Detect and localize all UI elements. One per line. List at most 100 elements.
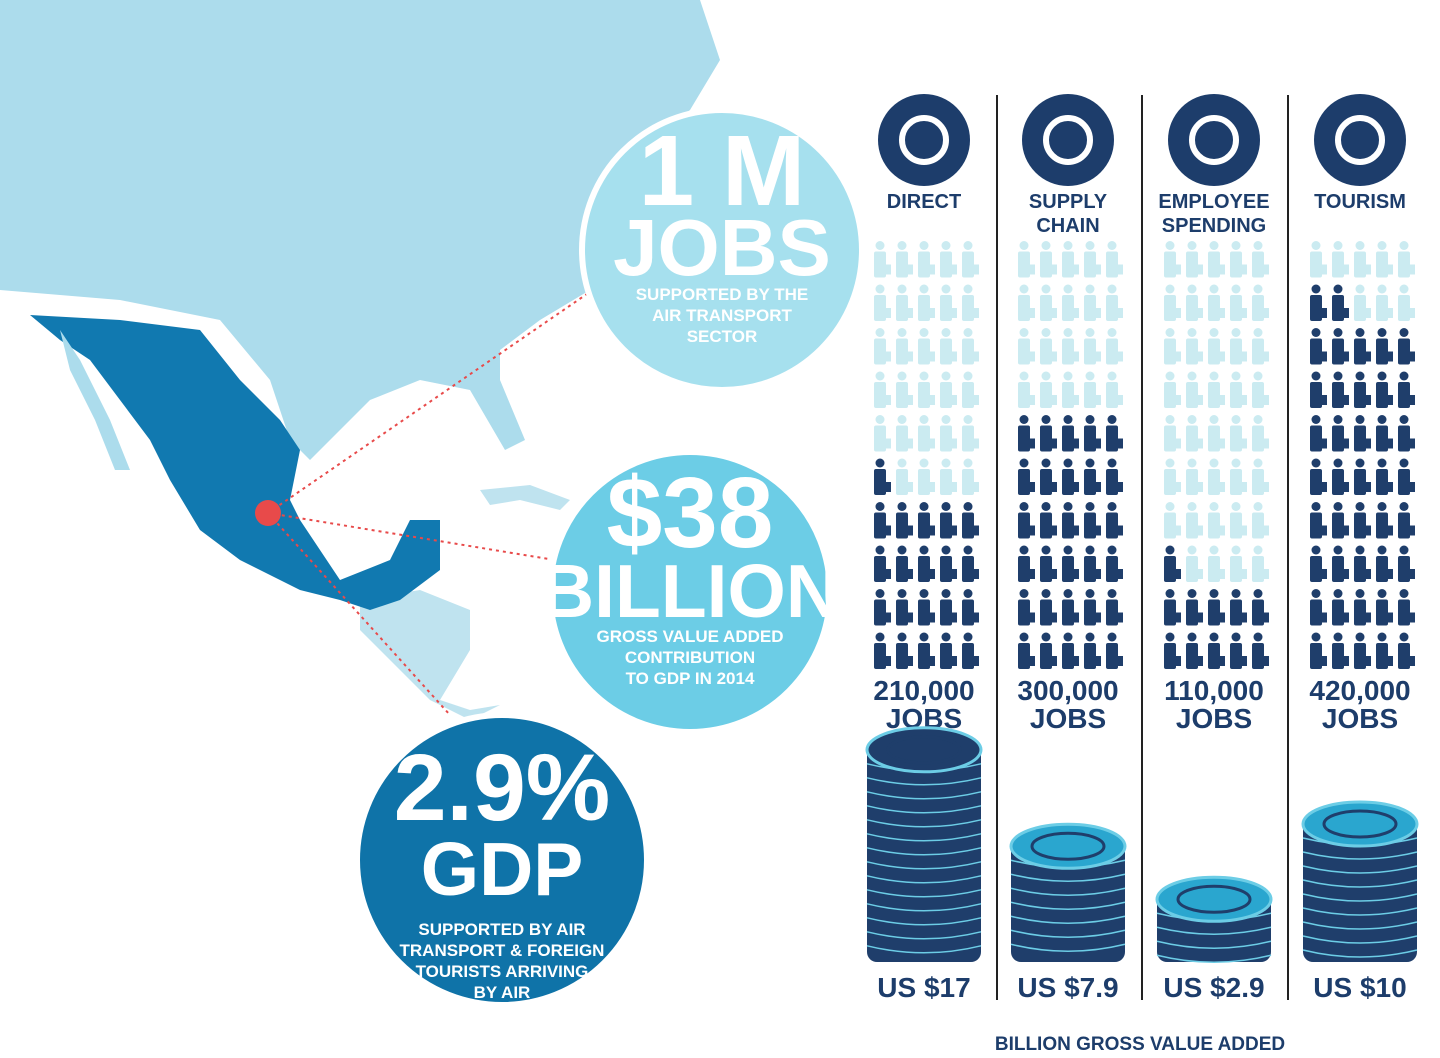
person-icon xyxy=(1186,589,1203,626)
person-icon xyxy=(1398,328,1415,365)
person-head xyxy=(1107,502,1117,511)
person-icon xyxy=(918,589,935,626)
person-bag xyxy=(1241,395,1247,405)
person-body xyxy=(1084,599,1096,626)
person-bag xyxy=(1343,525,1349,536)
person-body xyxy=(1084,556,1096,582)
person-body xyxy=(1398,382,1410,408)
coin-edge xyxy=(1302,921,1418,930)
coin-edge xyxy=(1302,907,1418,916)
person-body xyxy=(896,643,908,669)
person-head xyxy=(1377,328,1387,337)
person-body xyxy=(1186,556,1198,582)
person-icon xyxy=(962,371,979,408)
person-icon xyxy=(1354,371,1371,408)
person-head xyxy=(875,458,885,468)
person-bag xyxy=(1175,569,1181,579)
person-icon xyxy=(1230,371,1247,408)
person-bag xyxy=(973,351,979,362)
person-bag xyxy=(1321,612,1327,623)
person-icon xyxy=(1084,589,1101,626)
person-bag xyxy=(1029,438,1035,449)
person-bag xyxy=(1197,351,1203,362)
person-icon xyxy=(1018,632,1035,669)
person-bag xyxy=(1051,438,1057,449)
person-body xyxy=(918,556,930,582)
person-body xyxy=(874,338,886,365)
person-body xyxy=(1164,425,1176,452)
person-body xyxy=(1398,295,1410,321)
person-bag xyxy=(951,569,957,579)
category-icon xyxy=(878,94,970,186)
person-head xyxy=(1187,589,1197,598)
person-body xyxy=(1376,556,1388,582)
person-head xyxy=(941,241,951,250)
person-head xyxy=(1333,545,1343,555)
person-bag xyxy=(1219,525,1225,536)
footer: BILLION GROSS VALUE ADDED xyxy=(995,1034,1285,1053)
person-head xyxy=(1377,415,1387,424)
person-head xyxy=(1041,241,1051,250)
person-head xyxy=(1165,241,1175,250)
person-bag xyxy=(1051,482,1057,492)
person-body xyxy=(962,512,974,539)
coin-top xyxy=(1155,875,1273,923)
person-body xyxy=(962,425,974,452)
person-bag xyxy=(1263,482,1269,492)
jobs-unit: JOBS xyxy=(1030,703,1106,734)
person-body xyxy=(1106,338,1118,365)
person-bag xyxy=(1029,308,1035,318)
person-body xyxy=(1208,251,1220,278)
person-body xyxy=(1018,643,1030,669)
person-bag xyxy=(1051,395,1057,405)
person-bag xyxy=(1117,569,1123,579)
person-body xyxy=(1398,599,1410,626)
person-body xyxy=(918,469,930,495)
jobs-value: 110,000 xyxy=(1164,675,1264,706)
person-icon xyxy=(1230,458,1247,495)
person-bag xyxy=(885,569,891,579)
person-bag xyxy=(1117,656,1123,666)
person-bag xyxy=(885,612,891,623)
person-icon xyxy=(1018,371,1035,408)
category-label: EMPLOYEE xyxy=(1158,191,1269,213)
person-bag xyxy=(1073,438,1079,449)
person-head xyxy=(1019,328,1029,337)
person-icon xyxy=(940,328,957,365)
person-head xyxy=(1355,502,1365,511)
person-body xyxy=(1062,382,1074,408)
person-icon xyxy=(1310,502,1327,539)
person-bag xyxy=(1365,264,1371,275)
person-icon xyxy=(1106,545,1123,582)
coin-edge xyxy=(1156,954,1272,963)
person-icon xyxy=(1164,632,1181,669)
person-icon xyxy=(1310,328,1327,365)
person-icon xyxy=(1376,545,1393,582)
person-body xyxy=(1040,251,1052,278)
category-label: SUPPLY xyxy=(1029,191,1108,213)
person-body xyxy=(1164,556,1176,582)
person-icon xyxy=(1084,458,1101,495)
person-body xyxy=(1230,382,1242,408)
person-icon xyxy=(1376,458,1393,495)
coin-stack xyxy=(865,726,983,962)
person-bag xyxy=(1241,612,1247,623)
person-icon xyxy=(1398,502,1415,539)
person-head xyxy=(897,328,907,337)
coin-top xyxy=(1009,822,1127,870)
person-body xyxy=(1018,425,1030,452)
person-bag xyxy=(1219,482,1225,492)
person-head xyxy=(1231,241,1241,250)
person-bag xyxy=(929,612,935,623)
person-body xyxy=(1062,643,1074,669)
person-bag xyxy=(1073,482,1079,492)
person-body xyxy=(962,382,974,408)
person-icon xyxy=(1040,632,1057,669)
person-head xyxy=(1063,458,1073,468)
person-head xyxy=(897,241,907,250)
callout-caption: CONTRIBUTION xyxy=(625,648,755,667)
person-head xyxy=(1355,458,1365,468)
person-bag xyxy=(1219,656,1225,666)
person-bag xyxy=(929,351,935,362)
person-bag xyxy=(951,525,957,536)
